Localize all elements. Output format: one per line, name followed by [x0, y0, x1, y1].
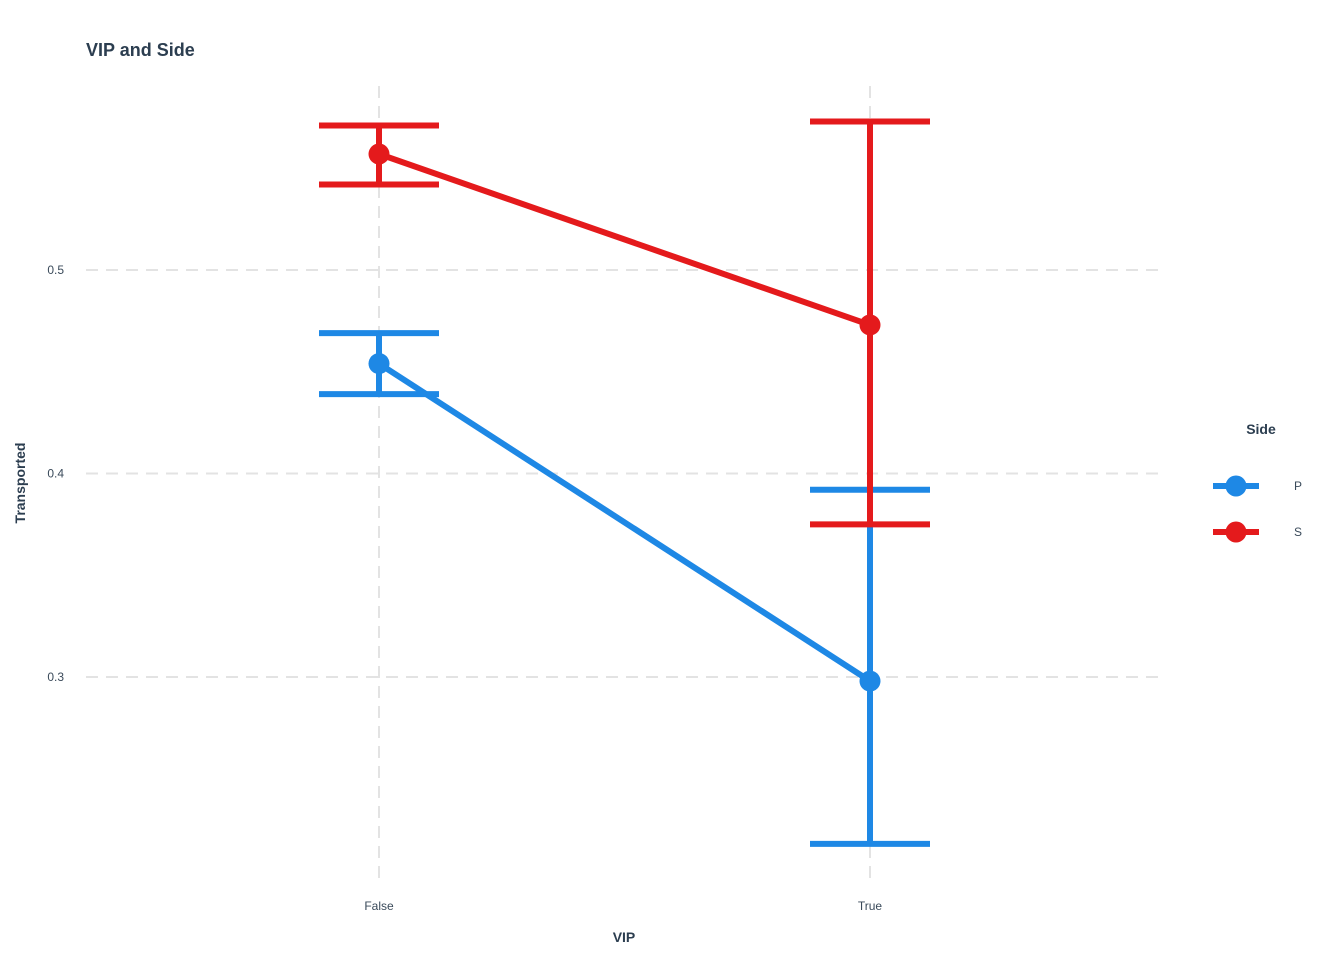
series-s — [319, 118, 930, 528]
plot-area — [319, 118, 930, 847]
y-tick-label: 0.5 — [47, 263, 64, 277]
series-p — [319, 330, 930, 847]
y-axis-title: Transported — [12, 443, 28, 524]
series-line — [378, 151, 871, 328]
legend-label: S — [1294, 525, 1302, 539]
legend-key-point — [1225, 475, 1247, 497]
data-point — [859, 314, 881, 336]
y-tick-label: 0.3 — [47, 670, 64, 684]
x-tick-label: False — [364, 899, 394, 913]
data-point — [859, 670, 881, 692]
data-point — [368, 353, 390, 375]
series-line — [377, 361, 872, 684]
data-point — [368, 143, 390, 165]
y-axis-ticks: 0.3 0.4 0.5 — [47, 263, 64, 684]
y-tick-label: 0.4 — [47, 467, 64, 481]
x-axis-ticks: False True — [364, 899, 882, 913]
legend-key-point — [1225, 521, 1247, 543]
x-tick-label: True — [858, 899, 883, 913]
legend-title: Side — [1246, 421, 1276, 437]
chart-title: VIP and Side — [86, 40, 195, 60]
legend: Side P S — [1213, 421, 1302, 543]
x-axis-title: VIP — [613, 929, 636, 945]
legend-label: P — [1294, 479, 1302, 493]
legend-item-s: S — [1213, 521, 1302, 543]
legend-item-p: P — [1213, 475, 1302, 497]
grid — [86, 86, 1160, 880]
